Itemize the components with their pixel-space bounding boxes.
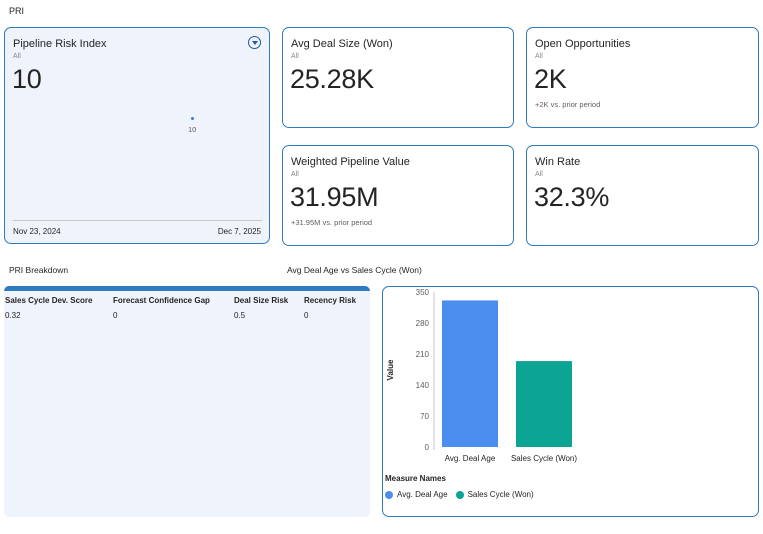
bars xyxy=(442,300,572,447)
legend: Avg. Deal Age Sales Cycle (Won) xyxy=(385,490,534,499)
weighted-pipeline-delta: +31.95M vs. prior period xyxy=(291,218,373,227)
column-header[interactable]: Deal Size Risk xyxy=(234,296,289,305)
open-opportunities-title: Open Opportunities xyxy=(535,38,631,50)
win-rate-value: 32.3% xyxy=(534,182,610,212)
weighted-pipeline-title: Weighted Pipeline Value xyxy=(291,156,410,168)
y-tick-label: 280 xyxy=(416,319,430,328)
y-tick-label: 70 xyxy=(420,412,429,421)
open-opportunities-card[interactable]: Open Opportunities All 2K +2K vs. prior … xyxy=(526,27,759,128)
breakdown-table: Sales Cycle Dev. Score Forecast Confiden… xyxy=(5,294,370,323)
table-top-bar xyxy=(4,286,370,291)
x-tick-label: Avg. Deal Age xyxy=(445,454,496,463)
table-header-row: Sales Cycle Dev. Score Forecast Confiden… xyxy=(5,294,370,307)
weighted-pipeline-card[interactable]: Weighted Pipeline Value All 31.95M +31.9… xyxy=(282,145,514,246)
table-row: 0.32 0 0.5 0 xyxy=(5,307,370,323)
legend-title: Measure Names xyxy=(385,474,446,483)
open-opportunities-filter: All xyxy=(535,53,543,60)
win-rate-title: Win Rate xyxy=(535,156,581,168)
pri-card-title: Pipeline Risk Index xyxy=(13,38,107,50)
dropdown-chevron-icon[interactable] xyxy=(248,36,261,49)
breakdown-title: PRI Breakdown xyxy=(9,265,69,275)
y-axis-label: Value xyxy=(386,359,395,380)
pri-card-filter: All xyxy=(13,53,21,60)
start-date: Nov 23, 2024 xyxy=(13,227,61,236)
column-header[interactable]: Recency Risk xyxy=(304,296,357,305)
table-cell: 0.5 xyxy=(234,310,246,320)
chart-title: Avg Deal Age vs Sales Cycle (Won) xyxy=(287,265,422,275)
sparkline-axis xyxy=(13,220,262,221)
x-ticks: Avg. Deal Age Sales Cycle (Won) xyxy=(445,454,578,463)
bar-chart-card[interactable]: Value 350 280 210 140 70 0 Avg. Deal Age Sales… xyxy=(382,286,759,517)
sparkline-point-label: 10 xyxy=(188,125,197,134)
column-header[interactable]: Sales Cycle Dev. Score xyxy=(5,296,93,305)
page-title: PRI xyxy=(9,6,25,16)
legend-item[interactable]: Sales Cycle (Won) xyxy=(467,490,534,499)
y-ticks: 350 280 210 140 70 0 xyxy=(416,288,430,452)
legend-item[interactable]: Avg. Deal Age xyxy=(397,490,448,499)
avg-deal-size-value: 25.28K xyxy=(290,64,374,94)
y-tick-label: 210 xyxy=(416,350,430,359)
breakdown-table-panel[interactable]: Sales Cycle Dev. Score Forecast Confiden… xyxy=(4,286,370,517)
y-tick-label: 350 xyxy=(416,288,430,297)
table-cell: 0 xyxy=(304,310,309,320)
avg-deal-size-filter: All xyxy=(291,53,299,60)
weighted-pipeline-filter: All xyxy=(291,171,299,178)
sparkline-point xyxy=(191,117,194,120)
y-tick-label: 140 xyxy=(416,381,430,390)
weighted-pipeline-value: 31.95M xyxy=(290,182,379,212)
x-tick-label: Sales Cycle (Won) xyxy=(511,454,577,463)
avg-deal-size-card[interactable]: Avg Deal Size (Won) All 25.28K xyxy=(282,27,514,128)
bar-avg-deal-age[interactable] xyxy=(442,300,498,447)
bar-chart-svg: Value 350 280 210 140 70 0 Avg. Deal Age Sales… xyxy=(386,288,578,463)
pri-value: 10 xyxy=(12,64,42,94)
column-header[interactable]: Forecast Confidence Gap xyxy=(113,296,210,305)
open-opportunities-value: 2K xyxy=(534,64,567,94)
pri-card[interactable]: Pipeline Risk Index All 10 10 Nov 23, 20… xyxy=(4,27,270,244)
open-opportunities-delta: +2K vs. prior period xyxy=(535,100,601,109)
legend-swatch-avg-deal-age xyxy=(385,490,393,499)
end-date: Dec 7, 2025 xyxy=(217,227,261,236)
win-rate-card[interactable]: Win Rate All 32.3% xyxy=(526,145,759,246)
avg-deal-size-title: Avg Deal Size (Won) xyxy=(291,38,393,50)
bar-sales-cycle-won[interactable] xyxy=(516,361,572,447)
y-tick-label: 0 xyxy=(425,443,430,452)
table-cell: 0 xyxy=(113,310,118,320)
table-cell: 0.32 xyxy=(5,310,21,320)
legend-swatch-sales-cycle xyxy=(455,490,464,499)
win-rate-filter: All xyxy=(535,171,543,178)
